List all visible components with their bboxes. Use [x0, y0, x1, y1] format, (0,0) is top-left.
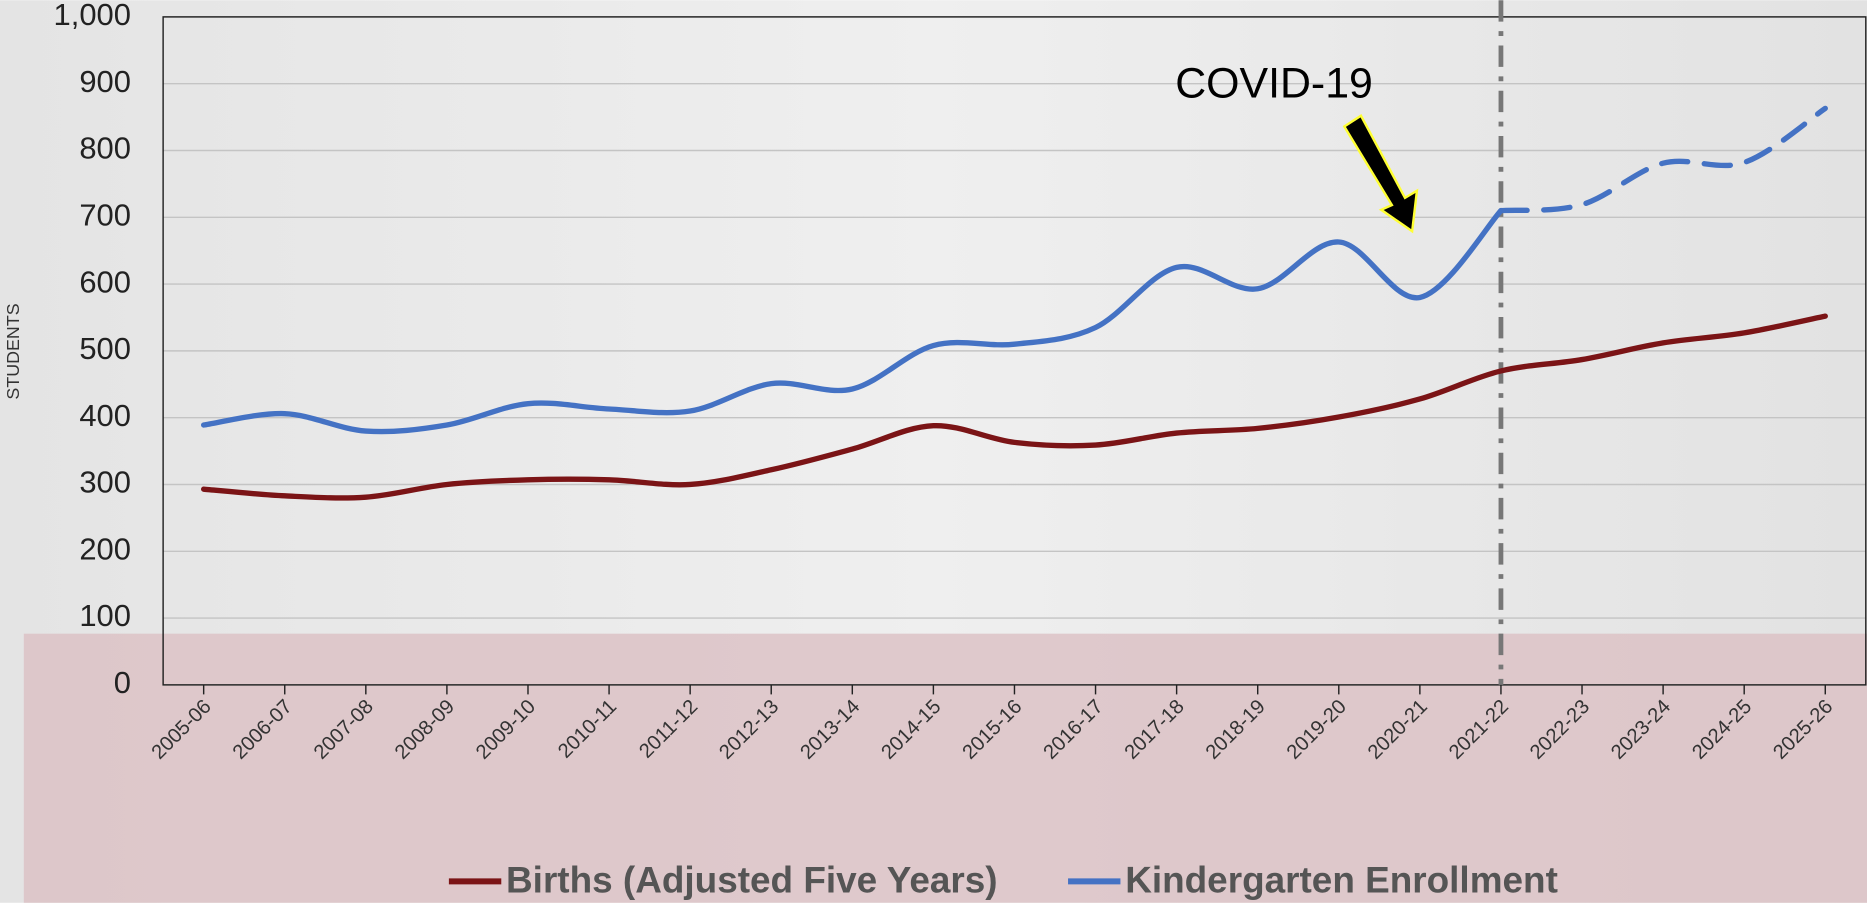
y-tick-label: 900	[79, 64, 131, 99]
legend-label: Kindergarten Enrollment	[1125, 859, 1558, 900]
y-tick-label: 800	[79, 131, 131, 166]
annotation: COVID-19	[1175, 59, 1373, 107]
y-tick-label: 600	[79, 264, 131, 299]
page: {"chart_data":{"type":"line", "y_label":…	[0, 0, 1867, 903]
y-tick-label: 200	[79, 531, 131, 566]
y-tick-label: 500	[79, 331, 131, 366]
chart: STUDENTS COVID-19 0 100 200 300 400 500 600 700…	[0, 0, 1867, 903]
y-tick-label: 400	[79, 398, 131, 433]
y-tick-label: 1,000	[54, 0, 131, 32]
y-axis-label: STUDENTS	[3, 303, 23, 399]
y-tick-label: 700	[79, 197, 131, 232]
legend-label: Births (Adjusted Five Years)	[506, 859, 998, 900]
y-tick-label: 100	[79, 598, 131, 633]
y-tick-label: 300	[79, 465, 131, 500]
y-tick-label: 0	[114, 665, 131, 700]
